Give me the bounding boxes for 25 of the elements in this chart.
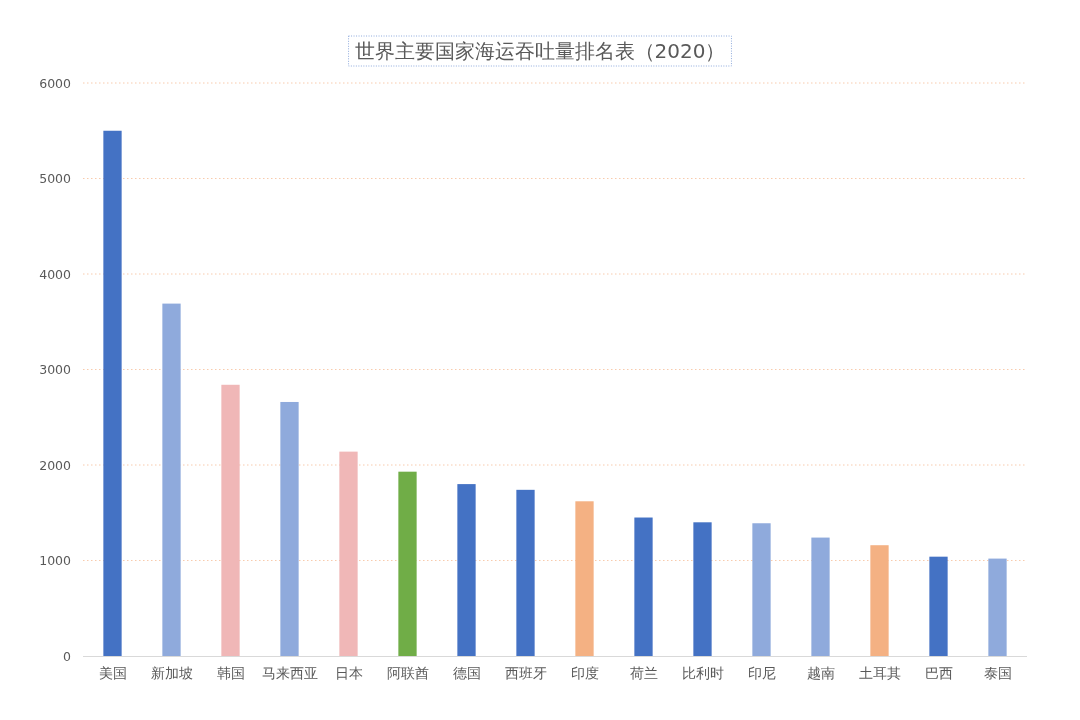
x-tick-label: 巴西 [924, 665, 953, 681]
x-tick-label: 印尼 [747, 665, 776, 681]
x-tick-label: 比利时 [681, 665, 724, 681]
x-tick-label: 美国 [98, 665, 127, 681]
x-tick-label: 韩国 [216, 665, 245, 681]
x-tick-label: 阿联酋 [386, 665, 429, 681]
chart-title: 世界主要国家海运吞吐量排名表（2020） [354, 39, 726, 63]
y-tick-label: 6000 [39, 75, 72, 91]
y-tick-label: 4000 [39, 266, 72, 282]
x-tick-label: 日本 [334, 665, 363, 681]
x-tick-label: 西班牙 [504, 665, 547, 681]
y-tick-label: 5000 [39, 171, 72, 186]
y-tick-label: 0 [63, 648, 72, 664]
x-tick-label: 越南 [806, 665, 835, 681]
y-tick-label: 1000 [39, 553, 72, 568]
x-tick-label: 德国 [452, 665, 481, 681]
y-tick-label: 2000 [39, 457, 72, 473]
y-tick-label: 3000 [39, 362, 72, 377]
x-tick-label: 新加坡 [150, 665, 193, 681]
x-tick-label: 马来西亚 [261, 665, 318, 681]
x-tick-label: 泰国 [983, 665, 1012, 681]
x-tick-label: 土耳其 [858, 665, 901, 681]
x-tick-label: 荷兰 [629, 665, 658, 681]
x-tick-label: 印度 [570, 665, 599, 681]
title: 世界主要国家海运吞吐量排名表（2020） [348, 35, 732, 67]
